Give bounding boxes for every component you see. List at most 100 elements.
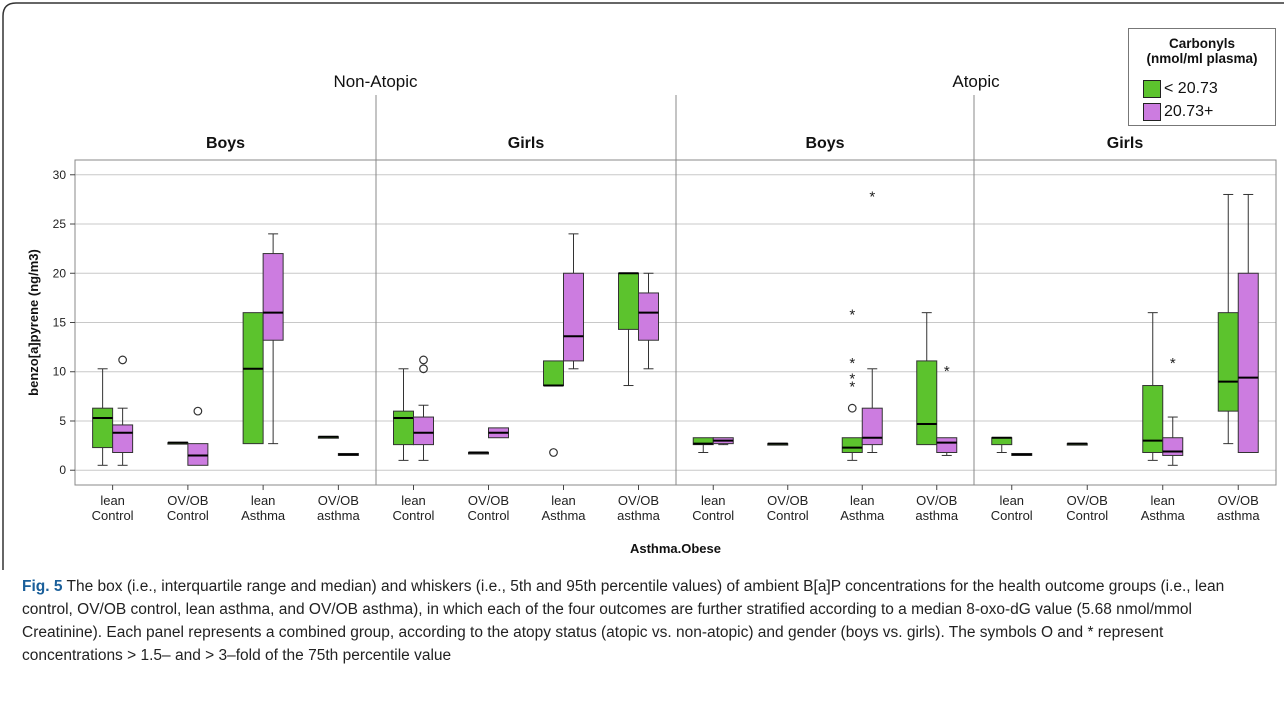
x-tick-label: asthma (317, 508, 360, 523)
box-high: * (1162, 355, 1184, 466)
box-low (393, 368, 414, 461)
x-tick-label: Asthma (241, 508, 286, 523)
x-tick-label: asthma (617, 508, 660, 523)
x-tick-label: OV/OB (1218, 493, 1259, 508)
y-axis-label: benzo[a]pyrene (ng/m3) (26, 249, 41, 396)
outlier-circle (193, 406, 203, 416)
legend-swatch-purple (1143, 103, 1161, 121)
x-tick-label: OV/OB (1067, 493, 1108, 508)
outlier-star: * (944, 363, 950, 380)
y-tick-label: 15 (53, 316, 67, 330)
panel-title: Girls (1107, 135, 1144, 152)
x-tick-label: OV/OB (468, 493, 509, 508)
panel-title: Boys (206, 135, 245, 152)
group-title: Atopic (952, 72, 1000, 91)
box (841, 437, 863, 453)
y-tick-label: 20 (53, 266, 67, 280)
x-tick-label: asthma (1217, 508, 1260, 523)
x-tick-label: Control (1066, 508, 1108, 523)
box (413, 416, 434, 446)
outlier-circle (847, 403, 857, 413)
box-low (92, 368, 114, 466)
box-high (1011, 452, 1033, 456)
box-high (337, 452, 359, 456)
x-tick-label: Control (991, 508, 1033, 523)
x-tick-label: Control (167, 508, 209, 523)
outlier-star: * (1170, 355, 1176, 372)
box (242, 312, 264, 445)
outlier-circle (549, 448, 558, 457)
legend-title: Carbonyls (nmol/ml plasma) (1129, 36, 1275, 66)
box-low (468, 451, 489, 455)
x-tick-label: Asthma (1141, 508, 1186, 523)
x-tick-label: Control (92, 508, 134, 523)
box (1142, 385, 1164, 453)
legend-label-high: 20.73+ (1164, 103, 1214, 120)
box-low (618, 272, 639, 387)
x-tick-label: lean (999, 493, 1024, 508)
outlier-circle (419, 364, 428, 374)
outlier-star: * (849, 379, 855, 396)
box-high (187, 406, 209, 466)
box-high (638, 272, 659, 370)
x-tick-label: lean (551, 493, 576, 508)
group-title: Non-Atopic (333, 72, 418, 91)
figure-label: Fig. 5 (22, 578, 63, 595)
box (563, 272, 584, 362)
box (1162, 437, 1184, 456)
box-low (991, 436, 1013, 453)
x-tick-label: OV/OB (767, 493, 808, 508)
box (936, 437, 958, 453)
box-low (767, 442, 789, 446)
box-high (413, 355, 434, 461)
box-high (712, 437, 734, 446)
x-tick-label: lean (850, 493, 875, 508)
x-tick-label: OV/OB (916, 493, 957, 508)
box-high (1237, 193, 1259, 453)
outlier-star: * (849, 355, 855, 372)
x-tick-label: lean (1150, 493, 1175, 508)
y-tick-label: 5 (59, 414, 66, 428)
outlier-circle (118, 355, 128, 365)
box (916, 360, 938, 446)
outlier-star: * (869, 188, 875, 205)
x-tick-label: OV/OB (618, 493, 659, 508)
figure-border (2, 2, 1284, 570)
legend: Carbonyls (nmol/ml plasma) < 20.73 20.73… (1128, 28, 1276, 126)
x-tick-label: Asthma (840, 508, 885, 523)
legend-label-low: < 20.73 (1164, 80, 1218, 97)
outlier-star: * (849, 371, 855, 388)
box-low (543, 360, 564, 457)
outlier-circle (419, 355, 428, 365)
box-high (563, 233, 584, 370)
x-tick-label: Control (767, 508, 809, 523)
y-tick-label: 30 (53, 168, 67, 182)
box-low: **** (841, 307, 863, 461)
x-tick-label: lean (251, 493, 276, 508)
box-low (1142, 312, 1164, 461)
box (1237, 272, 1259, 453)
x-tick-label: Asthma (541, 508, 586, 523)
box (618, 272, 639, 330)
x-tick-label: OV/OB (318, 493, 359, 508)
box-high (262, 233, 284, 445)
caption-text: The box (i.e., interquartile range and m… (22, 578, 1225, 664)
box-low (167, 441, 189, 445)
box-high: * (936, 363, 958, 456)
box-low (242, 312, 264, 445)
box-low (916, 312, 938, 446)
box (1217, 312, 1239, 412)
x-tick-label: lean (401, 493, 426, 508)
box-high: * (861, 188, 883, 453)
legend-entry-low: < 20.73 (1143, 80, 1218, 98)
box (92, 407, 114, 449)
box (262, 253, 284, 341)
legend-title-line-2: (nmol/ml plasma) (1146, 51, 1258, 66)
box-high (112, 355, 134, 466)
box (638, 292, 659, 341)
box-low (692, 437, 714, 453)
legend-entry-high: 20.73+ (1143, 103, 1213, 121)
y-tick-label: 10 (53, 365, 67, 379)
